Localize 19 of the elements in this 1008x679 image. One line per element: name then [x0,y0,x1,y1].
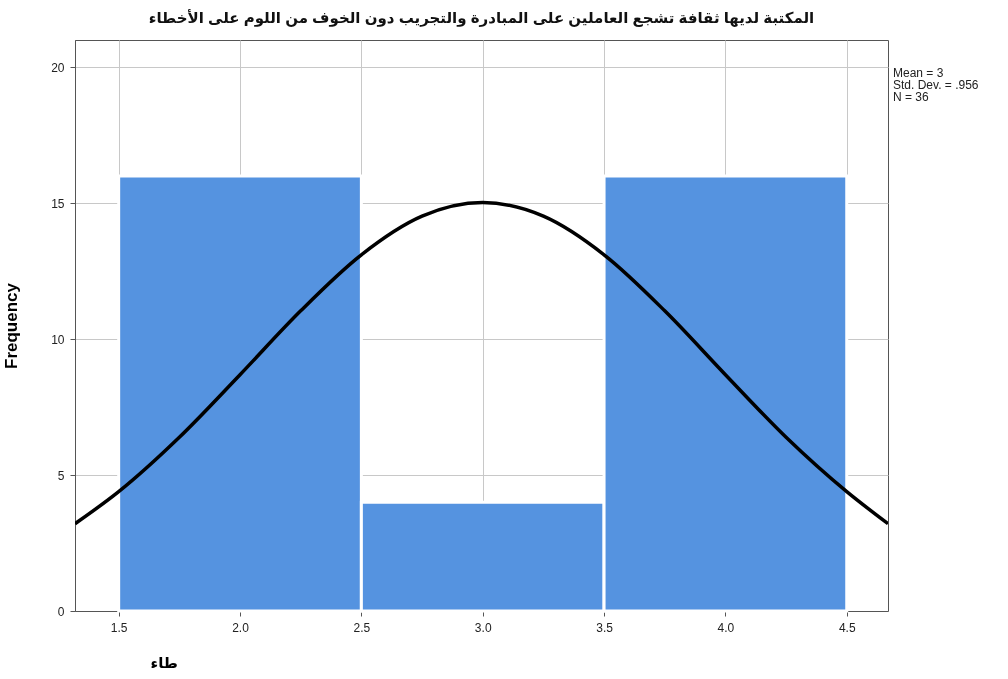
x-tick-label: 2.5 [353,620,371,635]
x-tick-label: 3.5 [596,620,614,635]
x-tick-label: 1.5 [110,620,128,635]
x-tick-label: 3.0 [474,620,492,635]
text: N = 36 [893,90,930,104]
text: Std. Dev. = .956 [893,78,979,92]
x-axis-title: طاء [150,653,178,671]
x-tick-label: 2.0 [232,620,250,635]
x-tick-label: 4.0 [717,620,735,635]
y-tick-label: 0 [57,604,65,619]
y-tick-label: 20 [51,60,65,75]
x-tick-label: 4.5 [838,620,856,635]
text: Mean = 3 [893,66,944,80]
y-axis-title: Frequency [2,282,22,369]
chart-title: المكتبة لديها ثقافة تشجع العاملين على المبادرة والتجريب دون الخوف من اللوم على الأخطاء [148,9,815,27]
y-tick-label: 5 [57,468,65,483]
y-tick-label: 10 [51,332,65,347]
y-tick-label: 15 [51,196,65,211]
line-series [75,200,888,526]
